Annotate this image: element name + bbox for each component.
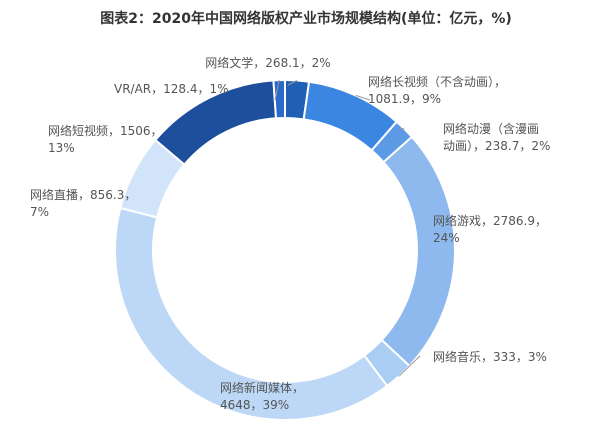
leader-line-0 bbox=[287, 79, 298, 86]
slice-label-1: 网络长视频（不含动画）， 1081.9，9% bbox=[368, 74, 506, 106]
leader-line-1 bbox=[355, 94, 371, 101]
leader-lines bbox=[274, 79, 421, 377]
slice-8 bbox=[272, 78, 286, 120]
leader-line-4 bbox=[398, 355, 421, 377]
chart-title: 图表2：2020年中国网络版权产业市场规模结构(单位：亿元，%) bbox=[100, 11, 512, 27]
slice-label-7: 网络短视频，1506， 13% bbox=[48, 123, 163, 155]
slice-5 bbox=[114, 206, 389, 421]
leader-line-8 bbox=[274, 79, 280, 101]
slice-label-0: 网络文学，268.1，2% bbox=[205, 55, 330, 70]
slice-label-3: 网络游戏，2786.9， 24% bbox=[433, 213, 547, 245]
slice-3 bbox=[380, 135, 456, 368]
leader-line-2 bbox=[399, 127, 405, 130]
slice-label-5: 网络新闻媒体， 4648，39% bbox=[220, 380, 304, 412]
slice-label-6: 网络直播，856.3， 7% bbox=[30, 187, 136, 219]
donut-slices bbox=[114, 78, 456, 421]
slice-labels: 网络文学，268.1，2% 网络长视频（不含动画）， 1081.9，9% 网络动漫（含… bbox=[30, 55, 550, 412]
slice-label-2: 网络动漫（含漫画动画），238.7，2% bbox=[443, 121, 550, 153]
slice-label-8: VR/AR，128.4，1% bbox=[114, 82, 229, 96]
slice-label-4: 网络音乐，333，3% bbox=[433, 349, 547, 364]
